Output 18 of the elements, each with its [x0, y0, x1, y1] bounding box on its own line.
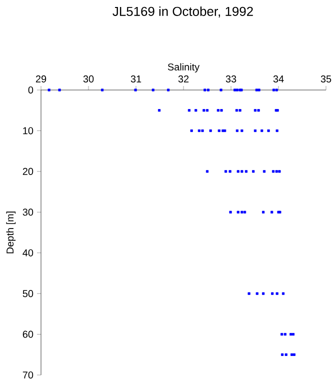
y-axis-title: Depth [m]: [6, 212, 16, 254]
x-tick-label: 32: [178, 75, 189, 82]
x-tick-label: 29: [36, 75, 46, 82]
y-tick-label: 0: [28, 86, 34, 94]
y-tick-label: 60: [22, 330, 34, 338]
y-tick-label: 10: [23, 127, 34, 134]
x-axis-title: Salinity: [168, 63, 200, 72]
chart-title: JL5169 in October, 1992: [112, 6, 253, 18]
y-tick-label: 50: [22, 290, 34, 298]
y-tick-label: 40: [22, 249, 34, 256]
y-tick-label: 70: [22, 371, 34, 379]
x-tick-label: 33: [226, 75, 236, 82]
y-tick-label: 30: [22, 208, 34, 216]
y-tick-label: 20: [22, 168, 34, 175]
x-tick-label: 30: [83, 75, 94, 82]
x-tick-label: 34: [273, 75, 284, 82]
x-tick-label: 31: [130, 75, 142, 82]
x-tick-label: 35: [320, 75, 332, 82]
